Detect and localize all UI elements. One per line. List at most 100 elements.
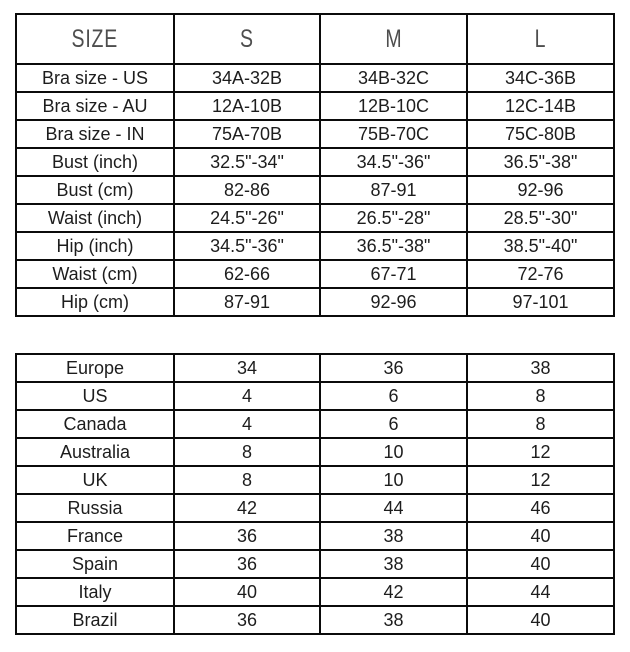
row-label: Australia bbox=[15, 437, 175, 467]
table-cell: 28.5"-30" bbox=[466, 203, 615, 233]
table-cell: 34B-32C bbox=[319, 63, 468, 93]
row-label: Bust (inch) bbox=[15, 147, 175, 177]
table-row: Australia 8 10 12 bbox=[15, 437, 615, 467]
table-cell: 34.5"-36" bbox=[173, 231, 321, 261]
table-cell: 36 bbox=[173, 521, 321, 551]
table-cell: 8 bbox=[466, 409, 615, 439]
table-row: Russia 42 44 46 bbox=[15, 493, 615, 523]
table-cell: 34 bbox=[173, 353, 321, 383]
table-cell: 36 bbox=[173, 549, 321, 579]
table-cell: 92-96 bbox=[466, 175, 615, 205]
size-measurements-table: SIZE S M L Bra size - US 34A-32B 34B-32C… bbox=[15, 13, 615, 317]
table-row: Bust (inch) 32.5"-34" 34.5"-36" 36.5"-38… bbox=[15, 147, 615, 177]
table-cell: 40 bbox=[466, 549, 615, 579]
header-label: SIZE bbox=[71, 24, 119, 53]
header-cell-m: M bbox=[319, 13, 468, 65]
table-cell: 36.5"-38" bbox=[319, 231, 468, 261]
table-cell: 42 bbox=[319, 577, 468, 607]
table-row: Italy 40 42 44 bbox=[15, 577, 615, 607]
table-cell: 34.5"-36" bbox=[319, 147, 468, 177]
header-cell-size: SIZE bbox=[15, 13, 175, 65]
table-cell: 38 bbox=[319, 521, 468, 551]
row-label: Russia bbox=[15, 493, 175, 523]
table-cell: 75C-80B bbox=[466, 119, 615, 149]
table-cell: 97-101 bbox=[466, 287, 615, 317]
table-row: Hip (inch) 34.5"-36" 36.5"-38" 38.5"-40" bbox=[15, 231, 615, 261]
table-cell: 10 bbox=[319, 465, 468, 495]
table-row: Brazil 36 38 40 bbox=[15, 605, 615, 635]
table-cell: 75B-70C bbox=[319, 119, 468, 149]
table-cell: 44 bbox=[466, 577, 615, 607]
row-label: Europe bbox=[15, 353, 175, 383]
row-label: France bbox=[15, 521, 175, 551]
row-label: Italy bbox=[15, 577, 175, 607]
table-cell: 62-66 bbox=[173, 259, 321, 289]
table-cell: 24.5"-26" bbox=[173, 203, 321, 233]
row-label: Bra size - AU bbox=[15, 91, 175, 121]
header-label: M bbox=[384, 24, 403, 53]
row-label: Waist (inch) bbox=[15, 203, 175, 233]
table-cell: 10 bbox=[319, 437, 468, 467]
table-cell: 6 bbox=[319, 381, 468, 411]
table-cell: 87-91 bbox=[319, 175, 468, 205]
row-label: US bbox=[15, 381, 175, 411]
table-cell: 4 bbox=[173, 381, 321, 411]
table-cell: 67-71 bbox=[319, 259, 468, 289]
table-row: US 4 6 8 bbox=[15, 381, 615, 411]
table-cell: 82-86 bbox=[173, 175, 321, 205]
table-cell: 46 bbox=[466, 493, 615, 523]
table-cell: 72-76 bbox=[466, 259, 615, 289]
header-cell-l: L bbox=[466, 13, 615, 65]
row-label: Bra size - US bbox=[15, 63, 175, 93]
table-row: Waist (cm) 62-66 67-71 72-76 bbox=[15, 259, 615, 289]
row-label: Brazil bbox=[15, 605, 175, 635]
row-label: Bra size - IN bbox=[15, 119, 175, 149]
table-cell: 36.5"-38" bbox=[466, 147, 615, 177]
table-cell: 12B-10C bbox=[319, 91, 468, 121]
table-cell: 34A-32B bbox=[173, 63, 321, 93]
table-row: Waist (inch) 24.5"-26" 26.5"-28" 28.5"-3… bbox=[15, 203, 615, 233]
table-cell: 36 bbox=[319, 353, 468, 383]
header-row: SIZE S M L bbox=[15, 13, 615, 65]
header-cell-s: S bbox=[173, 13, 321, 65]
table-cell: 42 bbox=[173, 493, 321, 523]
table-cell: 12A-10B bbox=[173, 91, 321, 121]
table-cell: 12 bbox=[466, 465, 615, 495]
row-label: UK bbox=[15, 465, 175, 495]
table-cell: 40 bbox=[466, 521, 615, 551]
header-label: L bbox=[534, 24, 547, 53]
row-label: Spain bbox=[15, 549, 175, 579]
table-row: Hip (cm) 87-91 92-96 97-101 bbox=[15, 287, 615, 317]
row-label: Hip (cm) bbox=[15, 287, 175, 317]
table-cell: 34C-36B bbox=[466, 63, 615, 93]
table-cell: 6 bbox=[319, 409, 468, 439]
table-cell: 44 bbox=[319, 493, 468, 523]
row-label: Hip (inch) bbox=[15, 231, 175, 261]
table-cell: 36 bbox=[173, 605, 321, 635]
table-cell: 8 bbox=[173, 437, 321, 467]
table-cell: 38 bbox=[466, 353, 615, 383]
table-cell: 87-91 bbox=[173, 287, 321, 317]
table-row: Canada 4 6 8 bbox=[15, 409, 615, 439]
table-row: France 36 38 40 bbox=[15, 521, 615, 551]
table-cell: 12 bbox=[466, 437, 615, 467]
table-cell: 38 bbox=[319, 549, 468, 579]
table-cell: 40 bbox=[466, 605, 615, 635]
table-cell: 26.5"-28" bbox=[319, 203, 468, 233]
table-row: Bra size - US 34A-32B 34B-32C 34C-36B bbox=[15, 63, 615, 93]
table-cell: 32.5"-34" bbox=[173, 147, 321, 177]
table-row: Spain 36 38 40 bbox=[15, 549, 615, 579]
table-cell: 8 bbox=[173, 465, 321, 495]
table-row: Bra size - IN 75A-70B 75B-70C 75C-80B bbox=[15, 119, 615, 149]
row-label: Waist (cm) bbox=[15, 259, 175, 289]
table-cell: 8 bbox=[466, 381, 615, 411]
header-label: S bbox=[240, 24, 254, 53]
table-row: Europe 34 36 38 bbox=[15, 353, 615, 383]
table-row: Bra size - AU 12A-10B 12B-10C 12C-14B bbox=[15, 91, 615, 121]
row-label: Canada bbox=[15, 409, 175, 439]
table-cell: 92-96 bbox=[319, 287, 468, 317]
row-label: Bust (cm) bbox=[15, 175, 175, 205]
table-cell: 38.5"-40" bbox=[466, 231, 615, 261]
table-cell: 75A-70B bbox=[173, 119, 321, 149]
